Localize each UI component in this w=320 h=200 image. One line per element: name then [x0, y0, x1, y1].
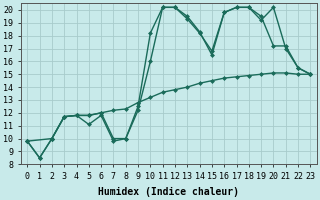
X-axis label: Humidex (Indice chaleur): Humidex (Indice chaleur) [98, 186, 239, 197]
